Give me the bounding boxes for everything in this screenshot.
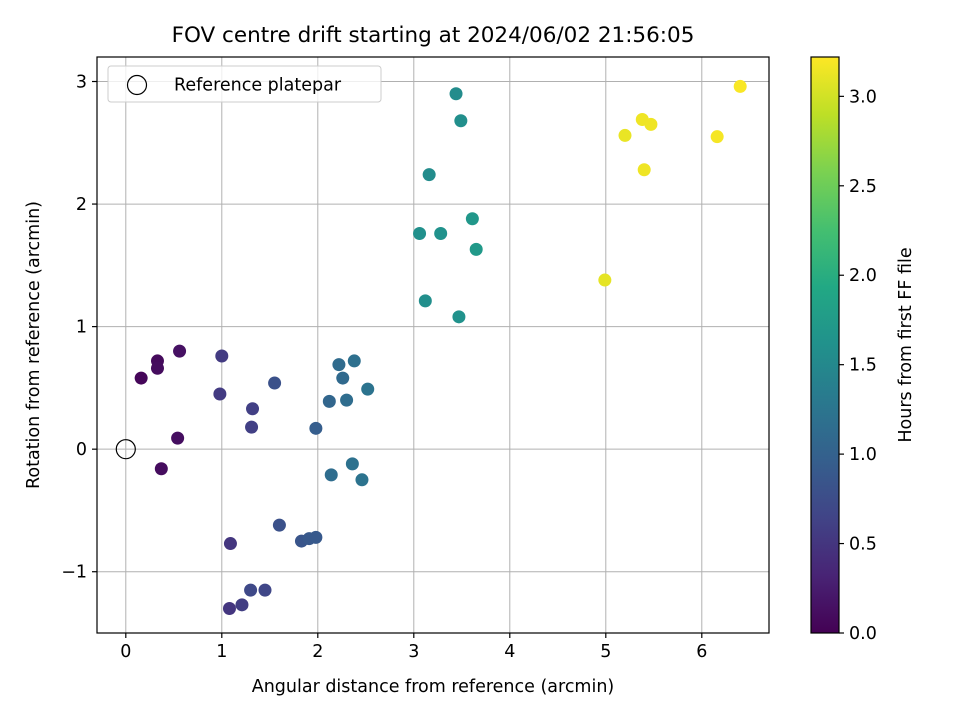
scatter-point	[340, 393, 354, 407]
plot-frame	[96, 56, 770, 634]
scatter-point	[710, 130, 724, 144]
chart-title: FOV centre drift starting at 2024/06/02 …	[172, 23, 695, 48]
colorbar-tick-label: 1.5	[849, 356, 877, 376]
scatter-point	[246, 402, 260, 416]
scatter-point	[637, 163, 651, 177]
colorbar-tick-label: 0.0	[849, 624, 877, 644]
colorbar: 0.0 0.5 1.0 1.5 2.0 2.5 3.0 Hours from first F…	[810, 56, 916, 644]
scatter-point	[244, 583, 258, 597]
x-tick-label: 2	[312, 642, 323, 662]
axis-ticks: 0 1 2 3 4 5 6 −1 0 1 2 3	[61, 73, 707, 662]
scatter-point	[324, 468, 338, 482]
scatter-point	[309, 530, 323, 544]
scatter-point	[361, 382, 375, 396]
y-tick-label: −1	[61, 563, 87, 583]
scatter-point	[309, 421, 323, 435]
scatter-point	[258, 583, 272, 597]
scatter-point	[322, 394, 336, 408]
legend: Reference platepar	[107, 65, 382, 103]
scatter-point	[336, 371, 350, 385]
scatter-point	[223, 537, 237, 551]
grid	[97, 57, 769, 633]
scatter-point	[215, 349, 229, 363]
colorbar-ticks: 0.0 0.5 1.0 1.5 2.0 2.5 3.0	[839, 87, 877, 644]
scatter-point	[454, 114, 468, 128]
scatter-point	[213, 387, 227, 401]
y-axis-label: Rotation from reference (arcmin)	[24, 201, 44, 489]
colorbar-tick-label: 2.5	[849, 177, 877, 197]
colorbar-gradient	[810, 56, 840, 634]
y-tick-label: 2	[76, 195, 87, 215]
reference-marker	[115, 439, 136, 460]
colorbar-tick-label: 0.5	[849, 535, 877, 555]
y-tick-label: 0	[76, 440, 87, 460]
scatter-point	[422, 168, 436, 182]
colorbar-tick-label: 1.0	[849, 445, 877, 465]
scatter-point	[452, 310, 466, 324]
scatter-point	[332, 358, 346, 372]
scatter-point	[345, 457, 359, 471]
scatter-point	[434, 226, 448, 240]
scatter-point	[235, 598, 249, 612]
scatter-point	[134, 371, 148, 385]
scatter-point	[355, 473, 369, 487]
scatter-point	[469, 242, 483, 256]
x-tick-label: 4	[504, 642, 515, 662]
scatter-point	[644, 117, 658, 131]
x-tick-label: 0	[120, 642, 131, 662]
x-tick-label: 5	[600, 642, 611, 662]
scatter-point	[245, 420, 259, 434]
colorbar-tick-label: 2.0	[849, 266, 877, 286]
scatter-point	[465, 212, 479, 226]
scatter-point	[618, 128, 632, 142]
legend-entry-reference: Reference platepar	[174, 76, 342, 96]
scatter-point	[413, 226, 427, 240]
scatter-point	[733, 79, 747, 93]
scatter-point	[150, 361, 164, 375]
scatter-points	[134, 79, 747, 615]
scatter-point	[171, 431, 185, 445]
scatter-point	[268, 376, 282, 390]
legend-marker-reference	[126, 74, 148, 96]
y-tick-label: 3	[76, 73, 87, 93]
y-tick-label: 1	[76, 318, 87, 338]
scatter-point	[222, 601, 236, 615]
x-tick-label: 1	[216, 642, 227, 662]
scatter-point	[347, 354, 361, 368]
x-tick-label: 3	[408, 642, 419, 662]
colorbar-tick-label: 3.0	[849, 87, 877, 107]
scatter-point	[272, 518, 286, 532]
scatter-point	[154, 462, 168, 476]
legend-box	[107, 65, 382, 103]
x-axis-label: Angular distance from reference (arcmin)	[252, 677, 615, 697]
scatter-point	[449, 87, 463, 101]
scatter-point	[173, 344, 187, 358]
scatter-point	[418, 294, 432, 308]
colorbar-label: Hours from first FF file	[896, 247, 916, 442]
x-tick-label: 6	[696, 642, 707, 662]
scatter-point	[598, 273, 612, 287]
